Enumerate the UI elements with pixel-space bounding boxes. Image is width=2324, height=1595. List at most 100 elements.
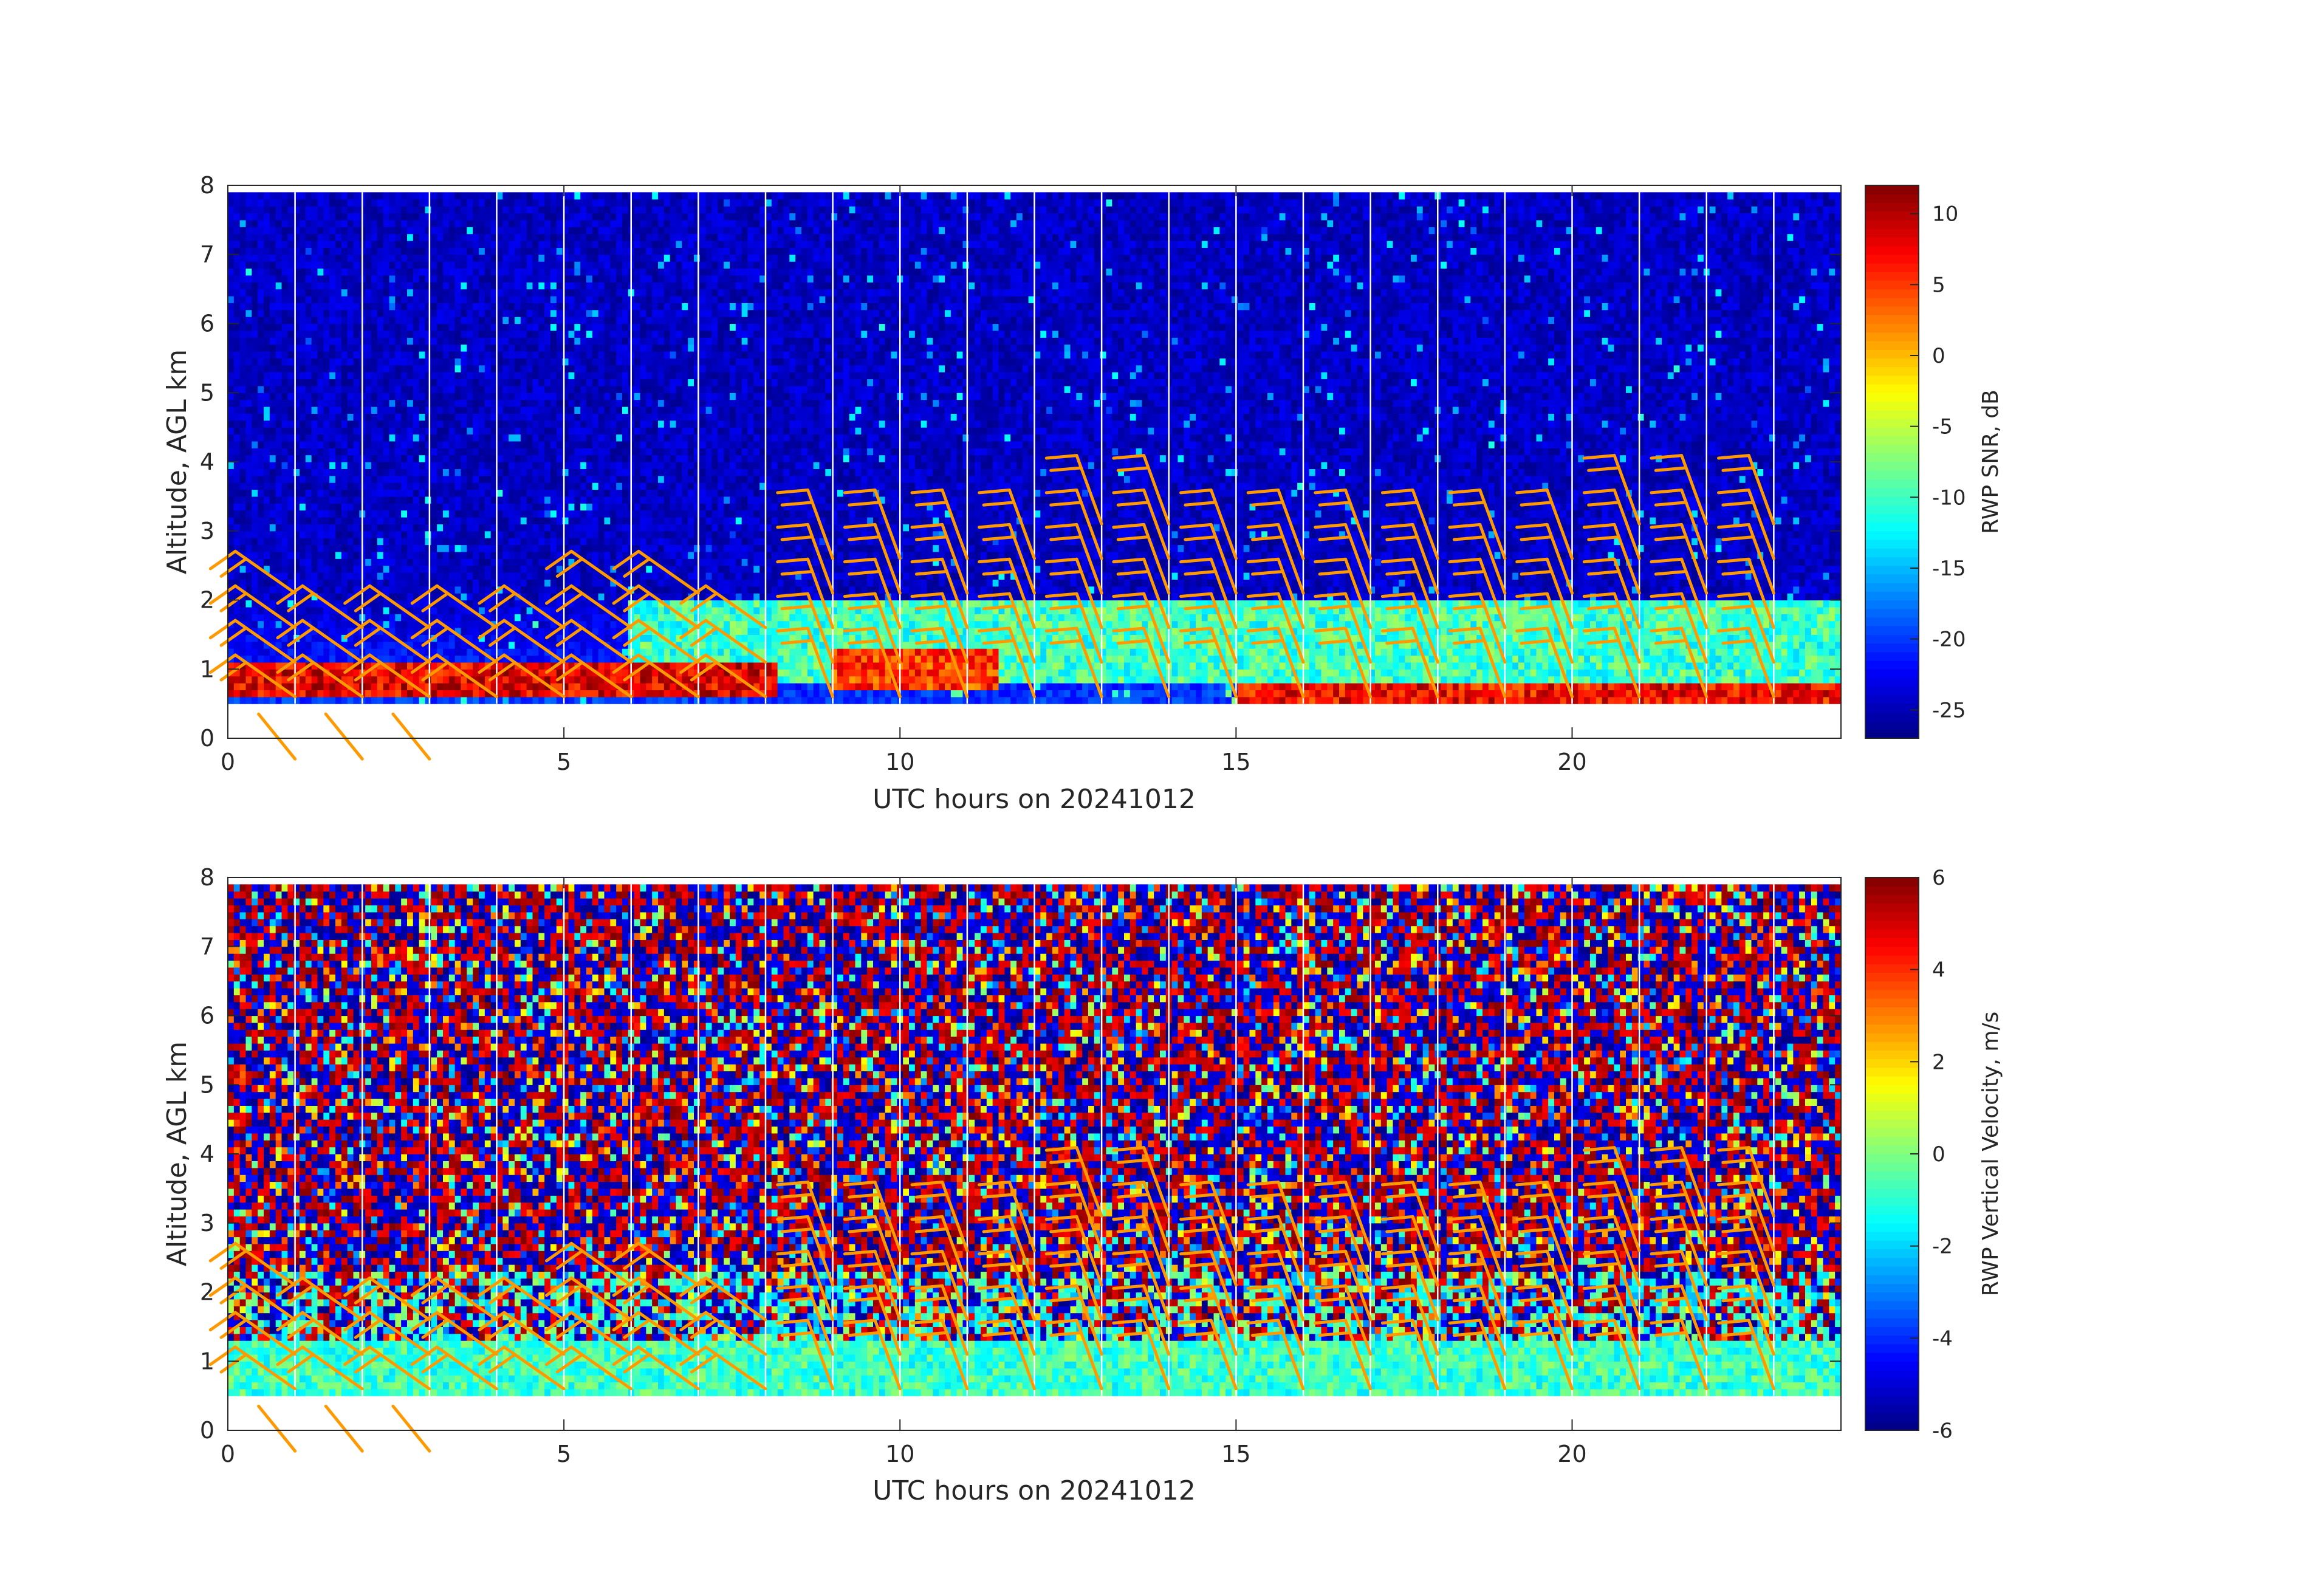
heatmap-cell (389, 413, 396, 420)
heatmap-cell (258, 289, 264, 297)
heatmap-cell (425, 468, 431, 476)
heatmap-cell (605, 490, 611, 497)
heatmap-cell (479, 468, 485, 476)
heatmap-cell (228, 345, 234, 352)
heatmap-cell (395, 662, 401, 670)
heatmap-cell (515, 220, 521, 227)
heatmap-cell (401, 282, 407, 289)
heatmap-cell (323, 358, 329, 365)
heatmap-cell (485, 503, 491, 510)
heatmap-cell (538, 476, 544, 483)
heatmap-cell (569, 372, 575, 379)
heatmap-cell (264, 468, 270, 476)
heatmap-cell (586, 621, 592, 628)
heatmap-cell (276, 420, 282, 428)
heatmap-cell (610, 386, 616, 393)
heatmap-cell (246, 351, 252, 358)
heatmap-cell (497, 310, 503, 317)
heatmap-cell (461, 462, 467, 469)
heatmap-cell (538, 448, 544, 455)
heatmap-cell (282, 269, 288, 276)
heatmap-cell (610, 434, 616, 442)
heatmap-cell (485, 476, 491, 483)
heatmap-cell (473, 337, 479, 345)
heatmap-cell (335, 358, 341, 365)
heatmap-cell (616, 324, 622, 331)
heatmap-cell (473, 324, 479, 331)
heatmap-cell (383, 676, 389, 684)
heatmap-cell (323, 455, 329, 462)
heatmap-cell (228, 524, 234, 531)
heatmap-cell (485, 400, 491, 407)
heatmap-cell (389, 289, 396, 297)
heatmap-cell (282, 310, 288, 317)
heatmap-cell (443, 337, 449, 345)
heatmap-cell (544, 448, 550, 455)
heatmap-cell (425, 289, 431, 297)
heatmap-cell (341, 324, 348, 331)
heatmap-cell (287, 331, 293, 338)
heatmap-cell (592, 241, 598, 248)
heatmap-cell (509, 434, 515, 442)
heatmap-cell (246, 247, 252, 255)
heatmap-cell (610, 393, 616, 400)
heatmap-cell (246, 614, 252, 621)
heatmap-cell (574, 413, 580, 420)
heatmap-cell (354, 351, 360, 358)
heatmap-cell (413, 413, 419, 420)
heatmap-cell (610, 697, 616, 704)
heatmap-cell (365, 482, 371, 490)
heatmap-cell (449, 642, 455, 649)
heatmap-cell (479, 247, 485, 255)
heatmap-cell (407, 468, 413, 476)
heatmap-cell (270, 427, 276, 434)
heatmap-cell (616, 393, 622, 400)
heatmap-cell (586, 490, 592, 497)
heatmap-cell (527, 234, 533, 241)
heatmap-cell (533, 434, 539, 442)
heatmap-cell (318, 379, 324, 386)
heatmap-cell (580, 337, 586, 345)
heatmap-cell (258, 192, 264, 199)
heatmap-cell (509, 420, 515, 428)
heatmap-cell (598, 558, 605, 566)
heatmap-cell (598, 683, 605, 690)
heatmap-cell (240, 634, 246, 642)
heatmap-cell (348, 490, 354, 497)
heatmap-cell (502, 510, 509, 518)
heatmap-cell (437, 468, 443, 476)
heatmap-cell (306, 351, 312, 358)
heatmap-cell (527, 579, 533, 586)
heatmap-cell (287, 538, 293, 545)
heatmap-cell (413, 227, 419, 234)
heatmap-cell (371, 227, 377, 234)
heatmap-cell (401, 365, 407, 372)
heatmap-cell (240, 448, 246, 455)
heatmap-cell (407, 337, 413, 345)
heatmap-cell (240, 296, 246, 303)
heatmap-cell (323, 275, 329, 283)
heatmap-cell (467, 420, 473, 428)
heatmap-cell (521, 614, 527, 621)
heatmap-cell (323, 496, 329, 504)
heatmap-cell (240, 545, 246, 552)
heatmap-cell (461, 337, 467, 345)
heatmap-cell (383, 566, 389, 573)
heatmap-cell (574, 531, 580, 538)
heatmap-cell (335, 517, 341, 524)
heatmap-cell (240, 538, 246, 545)
heatmap-cell (395, 365, 401, 372)
heatmap-cell (521, 199, 527, 207)
heatmap-cell (622, 648, 628, 656)
heatmap-cell (329, 269, 335, 276)
heatmap-cell (502, 455, 509, 462)
heatmap-cell (425, 227, 431, 234)
heatmap-cell (598, 579, 605, 586)
heatmap-cell (341, 303, 348, 310)
heatmap-cell (502, 234, 509, 241)
heatmap-cell (335, 275, 341, 283)
heatmap-cell (544, 324, 550, 331)
heatmap-cell (407, 524, 413, 531)
heatmap-cell (341, 227, 348, 234)
heatmap-cell (383, 614, 389, 621)
